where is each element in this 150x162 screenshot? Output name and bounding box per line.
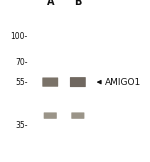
Text: B: B [74, 0, 82, 7]
Text: 35-: 35- [15, 121, 27, 130]
Text: 100-: 100- [10, 32, 27, 41]
Text: 70-: 70- [15, 58, 27, 67]
FancyBboxPatch shape [44, 112, 57, 119]
FancyBboxPatch shape [70, 77, 86, 87]
FancyBboxPatch shape [42, 77, 58, 87]
FancyBboxPatch shape [71, 112, 84, 119]
Text: 55-: 55- [15, 78, 27, 87]
Text: AMIGO1: AMIGO1 [105, 78, 141, 87]
Text: A: A [46, 0, 54, 7]
